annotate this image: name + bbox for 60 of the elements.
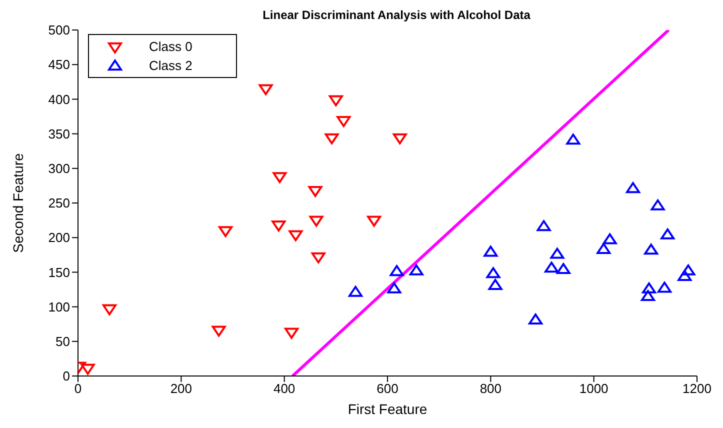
x-tick-label: 1000 (579, 381, 608, 396)
x-axis-title: First Feature (348, 401, 428, 417)
point (336, 116, 351, 128)
point (311, 252, 326, 264)
point (596, 242, 611, 254)
point (602, 233, 617, 244)
point (536, 220, 551, 232)
point (288, 230, 303, 242)
point (626, 182, 640, 194)
point (486, 267, 500, 278)
point (272, 172, 287, 184)
point (484, 246, 498, 257)
x-tick-label: 800 (480, 381, 502, 396)
legend-label: Class 0 (149, 39, 192, 54)
x-tick-label: 1200 (682, 381, 712, 396)
y-tick-label: 150 (48, 264, 70, 280)
y-tick-label: 200 (48, 230, 70, 246)
x-tick-label: 0 (74, 381, 82, 396)
chart-title: Linear Discriminant Analysis with Alcohol Data (262, 8, 532, 24)
point (678, 270, 692, 281)
point (640, 290, 655, 302)
point (390, 265, 404, 276)
point (348, 286, 363, 297)
point (324, 133, 339, 144)
point (409, 264, 424, 276)
point (566, 134, 580, 145)
point (544, 262, 559, 273)
y-axis-title: Second Feature (10, 152, 26, 253)
y-tick-label: 450 (48, 57, 70, 72)
point (642, 282, 656, 294)
point (328, 95, 343, 106)
point (650, 199, 665, 210)
point (528, 314, 543, 325)
point (309, 216, 324, 227)
point (660, 228, 675, 240)
x-tick-label: 600 (376, 381, 398, 396)
point (308, 186, 322, 197)
legend-label: Class 2 (149, 58, 192, 73)
point (681, 264, 696, 276)
point (644, 244, 658, 255)
point (556, 263, 570, 274)
y-tick-label: 250 (48, 196, 70, 211)
point (658, 282, 672, 293)
point (550, 248, 564, 259)
point (258, 84, 273, 96)
y-tick-label: 300 (48, 161, 70, 176)
point (387, 282, 402, 294)
point (488, 278, 502, 290)
y-tick-label: 50 (56, 334, 70, 350)
y-tick-label: 350 (48, 126, 70, 142)
y-tick-label: 0 (62, 368, 70, 384)
y-tick-label: 400 (48, 92, 70, 107)
y-tick-label: 100 (48, 299, 70, 314)
point (367, 216, 382, 227)
x-tick-label: 200 (170, 381, 192, 396)
point (218, 226, 233, 238)
point (392, 133, 407, 144)
point (272, 220, 286, 232)
x-tick-label: 400 (273, 381, 296, 396)
y-tick-label: 500 (48, 22, 70, 38)
